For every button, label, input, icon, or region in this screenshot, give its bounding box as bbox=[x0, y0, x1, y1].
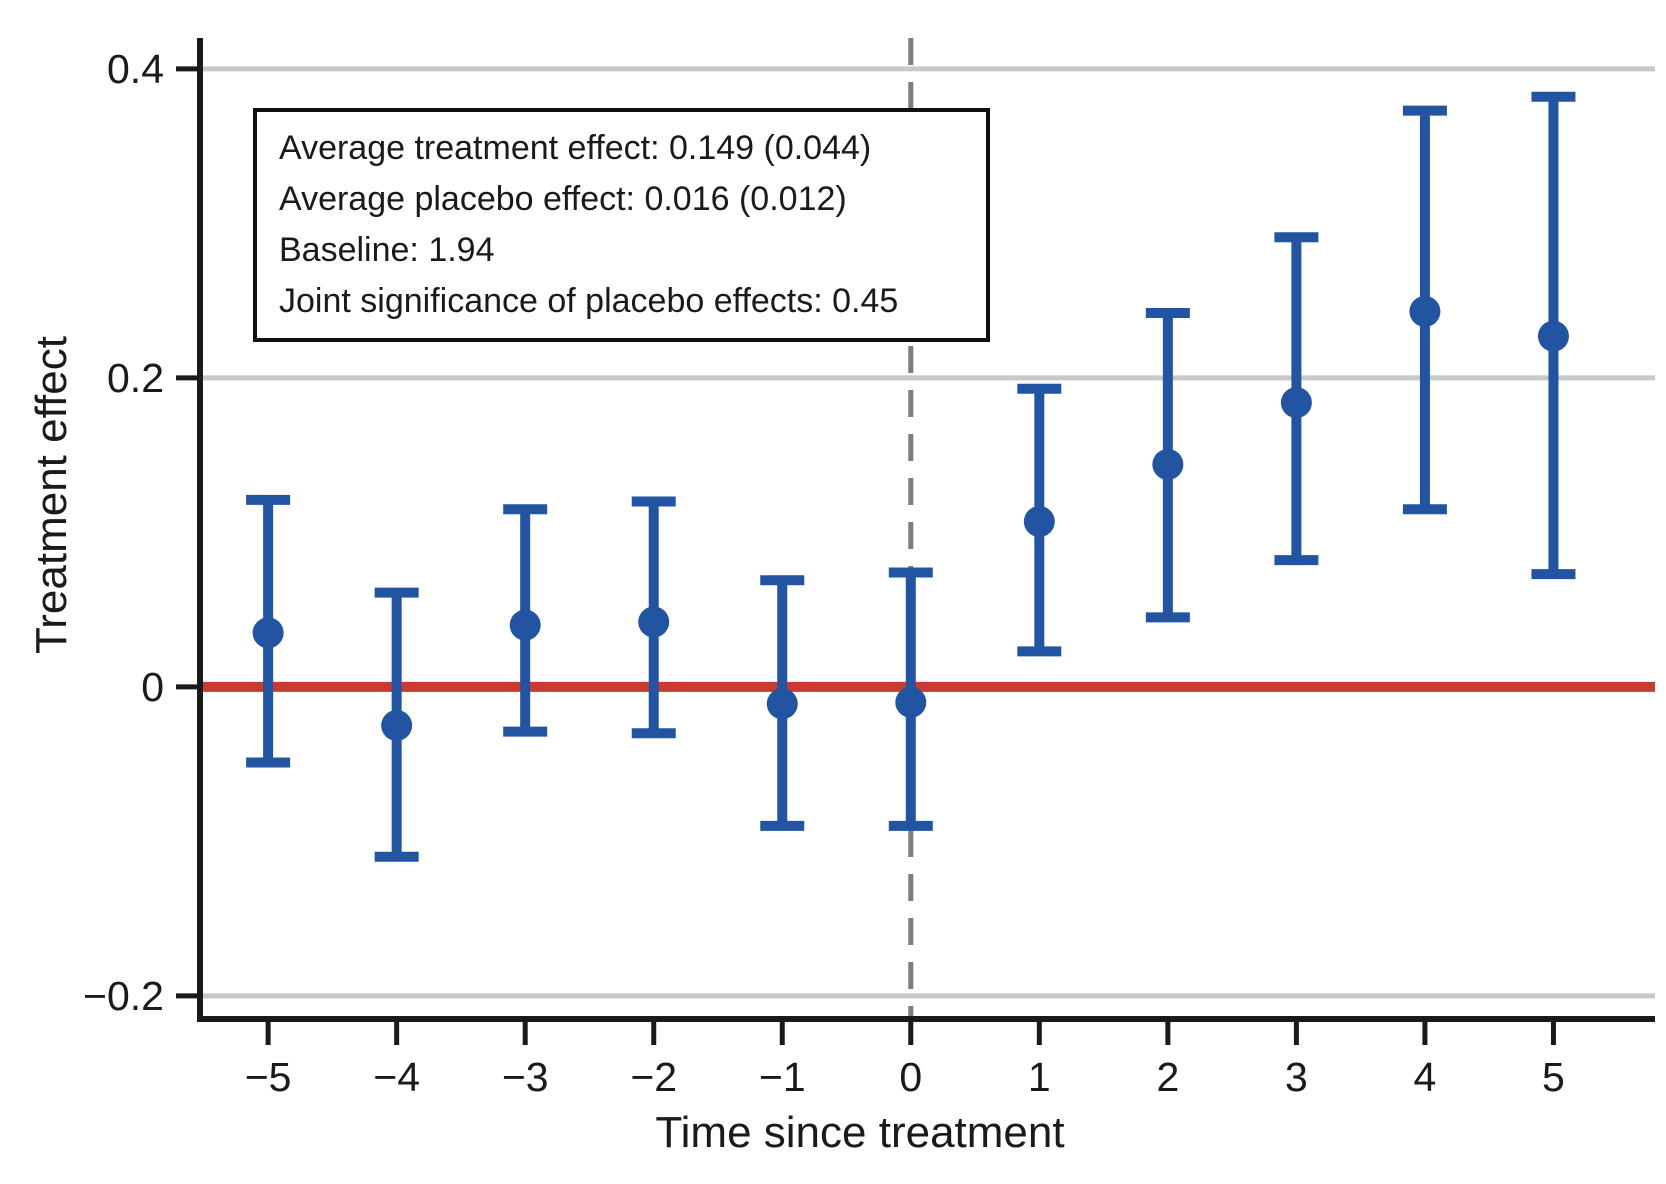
y-axis-title: Treatment effect bbox=[27, 336, 76, 654]
x-tick-label: 1 bbox=[1028, 1054, 1051, 1100]
annotation-box: Average treatment effect: 0.149 (0.044) … bbox=[253, 108, 990, 342]
point-marker bbox=[1280, 387, 1312, 419]
point-marker bbox=[381, 709, 413, 741]
x-tick-label: 2 bbox=[1156, 1054, 1179, 1100]
y-tick-label: −0.2 bbox=[83, 973, 164, 1019]
annotation-line-baseline: Baseline: 1.94 bbox=[279, 231, 495, 269]
x-tick-label: −5 bbox=[245, 1054, 292, 1100]
x-tick-label: 0 bbox=[899, 1054, 922, 1100]
x-tick-label: −1 bbox=[759, 1054, 806, 1100]
annotation-line-joint-significance: Joint significance of placebo effects: 0… bbox=[279, 282, 899, 320]
point-marker bbox=[638, 606, 670, 638]
annotation-line-average-placebo-effect: Average placebo effect: 0.016 (0.012) bbox=[279, 180, 847, 218]
point-marker bbox=[895, 686, 927, 718]
point-marker bbox=[509, 609, 541, 641]
point-marker bbox=[1537, 320, 1569, 352]
x-tick-label: −3 bbox=[502, 1054, 549, 1100]
x-tick-label: −2 bbox=[630, 1054, 677, 1100]
point-marker bbox=[252, 617, 284, 649]
x-tick-label: 3 bbox=[1285, 1054, 1308, 1100]
x-tick-label: 4 bbox=[1414, 1054, 1437, 1100]
x-tick-label: −4 bbox=[373, 1054, 420, 1100]
x-tick-label: 5 bbox=[1542, 1054, 1565, 1100]
y-tick-label: 0.2 bbox=[107, 355, 164, 401]
point-marker bbox=[766, 688, 798, 720]
x-axis-title: Time since treatment bbox=[655, 1108, 1065, 1157]
y-tick-label: 0 bbox=[141, 664, 164, 710]
point-marker bbox=[1152, 448, 1184, 480]
y-tick-label: 0.4 bbox=[107, 46, 164, 92]
annotation-line-average-treatment-effect: Average treatment effect: 0.149 (0.044) bbox=[279, 129, 872, 167]
point-marker bbox=[1409, 295, 1441, 327]
point-marker bbox=[1023, 506, 1055, 538]
